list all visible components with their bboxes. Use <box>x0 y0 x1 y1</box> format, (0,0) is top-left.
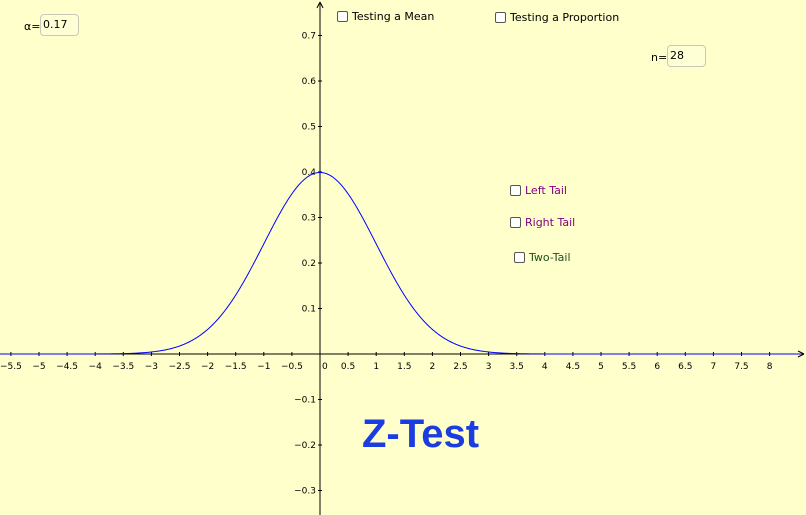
left-tail-label: Left Tail <box>525 184 567 197</box>
page-title: Z-Test <box>362 412 480 456</box>
x-tick-label: 2.5 <box>453 362 467 372</box>
y-tick-label: −0.2 <box>294 441 316 451</box>
y-tick-label: 0.4 <box>302 168 317 178</box>
x-tick-label: −5.5 <box>0 362 22 372</box>
x-tick-label: 4 <box>542 362 548 372</box>
y-tick-label: 0.5 <box>302 123 316 133</box>
normal-curve <box>0 171 802 355</box>
x-tick-label: −0.5 <box>281 362 303 372</box>
y-tick-label: −0.1 <box>294 396 316 406</box>
y-tick-label: 0.1 <box>302 305 316 315</box>
sample-size-input[interactable]: 28 <box>667 45 706 67</box>
x-tick-label: −3.5 <box>112 362 134 372</box>
checkbox-box[interactable] <box>510 217 521 228</box>
testing-proportion-label: Testing a Proportion <box>510 11 620 24</box>
y-axis-arrow <box>316 1 324 9</box>
checkbox-box[interactable] <box>510 185 521 196</box>
left-tail-checkbox[interactable]: Left Tail <box>510 184 567 197</box>
checkbox-box[interactable] <box>337 11 348 22</box>
testing-proportion-checkbox[interactable]: Testing a Proportion <box>495 11 619 24</box>
origin-label: 0 <box>322 362 328 372</box>
x-tick-label: 7.5 <box>734 362 748 372</box>
x-tick-label: 5 <box>598 362 604 372</box>
x-tick-label: 2 <box>430 362 436 372</box>
sample-size-label: n= <box>651 51 668 64</box>
y-tick-label: 0.2 <box>302 259 316 269</box>
x-tick-label: 1.5 <box>397 362 411 372</box>
x-tick-label: 7 <box>711 362 717 372</box>
right-tail-label: Right Tail <box>525 216 576 229</box>
x-tick-label: −5 <box>32 362 45 372</box>
y-tick-label: 0.6 <box>302 77 317 87</box>
x-tick-label: −3 <box>145 362 158 372</box>
two-tail-checkbox[interactable]: Two-Tail <box>514 251 571 264</box>
x-tick-label: −4 <box>89 362 103 372</box>
y-tick-label: 0.3 <box>302 214 316 224</box>
x-tick-label: −1 <box>257 362 270 372</box>
y-axis-ticks: 0.7 0.6 0.5 0.4 0.3 0.2 0.1 −0.1 −0.2 −0.3 <box>294 32 322 497</box>
x-axis-arrow <box>797 350 805 358</box>
x-tick-label: 6.5 <box>678 362 692 372</box>
testing-mean-checkbox[interactable]: Testing a Mean <box>337 10 434 23</box>
x-tick-label: −4.5 <box>56 362 78 372</box>
y-tick-label: −0.3 <box>294 487 316 497</box>
testing-mean-label: Testing a Mean <box>352 10 435 23</box>
alpha-input[interactable]: 0.17 <box>40 14 79 36</box>
y-tick-label: 0.7 <box>302 32 316 42</box>
x-tick-label: 5.5 <box>622 362 636 372</box>
x-tick-label: 1 <box>373 362 379 372</box>
x-tick-label: −1.5 <box>225 362 247 372</box>
x-tick-label: 3 <box>486 362 492 372</box>
alpha-label: α= <box>24 20 41 33</box>
right-tail-checkbox[interactable]: Right Tail <box>510 216 575 229</box>
x-tick-label: 8 <box>767 362 773 372</box>
x-tick-label: 3.5 <box>510 362 524 372</box>
x-tick-label: 4.5 <box>566 362 580 372</box>
x-tick-label: 6 <box>654 362 660 372</box>
x-axis-ticks: −5.5 −5 −4.5 −4 −3.5 −3 −2.5 −2 −1.5 −1 −0.5 0.5 1 1.… <box>0 352 773 372</box>
checkbox-box[interactable] <box>514 252 525 263</box>
checkbox-box[interactable] <box>495 12 506 23</box>
x-tick-label: −2 <box>201 362 214 372</box>
two-tail-label: Two-Tail <box>529 251 571 264</box>
x-tick-label: 0.5 <box>341 362 355 372</box>
x-tick-label: −2.5 <box>169 362 191 372</box>
